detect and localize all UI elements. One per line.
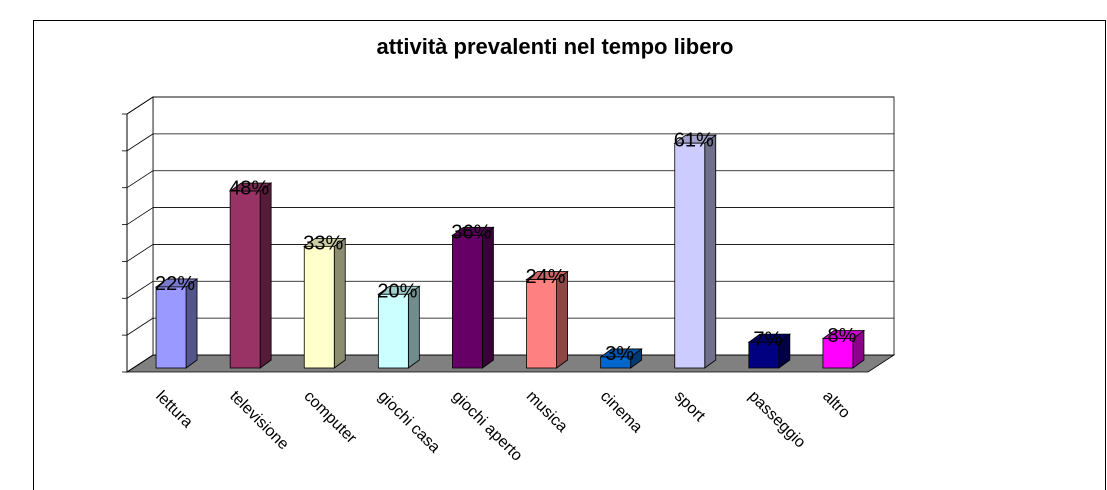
bar-front xyxy=(452,234,483,369)
grid-line-side xyxy=(126,207,154,225)
bar xyxy=(525,270,569,369)
bar xyxy=(154,278,199,369)
value-label: 20% xyxy=(377,281,417,303)
value-label: 7% xyxy=(753,328,782,350)
grid-line-side xyxy=(126,280,154,299)
bar-front xyxy=(155,286,187,369)
grid-line-side xyxy=(126,170,154,189)
bar xyxy=(821,329,866,369)
bar-side xyxy=(704,134,717,369)
value-label: 36% xyxy=(451,222,491,244)
bar xyxy=(451,226,495,369)
value-label: 3% xyxy=(605,343,634,365)
bar-front xyxy=(748,341,780,369)
bar-front xyxy=(674,142,706,369)
bar-front xyxy=(377,293,409,369)
bar-side xyxy=(482,226,494,369)
grid-line-side xyxy=(126,244,154,262)
bar xyxy=(377,285,421,369)
bar xyxy=(673,134,717,369)
bar xyxy=(228,182,273,369)
grid-line-side xyxy=(126,96,154,115)
bar-side xyxy=(259,182,272,369)
grid-line-side xyxy=(126,354,154,373)
value-label: 33% xyxy=(303,233,343,255)
value-label: 61% xyxy=(674,129,714,151)
grid-line-side xyxy=(126,317,154,336)
value-label: 8% xyxy=(827,325,856,347)
value-label: 24% xyxy=(526,266,566,288)
value-label: 48% xyxy=(229,177,269,199)
bar-front xyxy=(822,338,854,369)
bar xyxy=(747,333,792,369)
grid-line-side xyxy=(126,133,154,152)
value-label: 22% xyxy=(155,273,195,295)
bar-front xyxy=(229,190,261,369)
bar-side xyxy=(333,237,346,369)
chart-title: attività prevalenti nel tempo libero xyxy=(377,34,734,59)
bar-front xyxy=(526,279,557,369)
side-wall xyxy=(126,96,154,373)
bar xyxy=(599,348,643,369)
bar-front xyxy=(600,356,632,369)
bar-front xyxy=(303,245,335,369)
bar xyxy=(303,237,347,369)
